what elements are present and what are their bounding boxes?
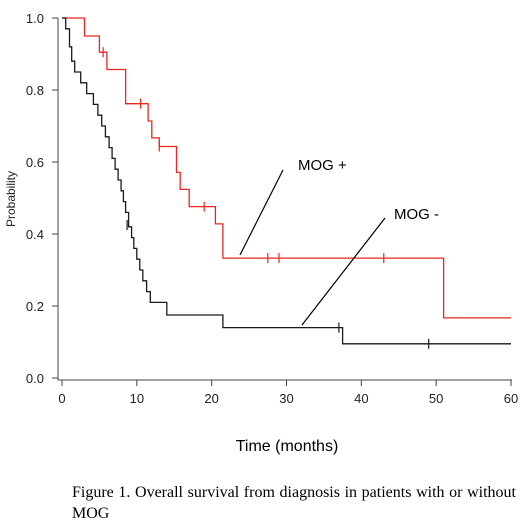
y-tick-label: 1.0	[26, 11, 44, 26]
x-tick-label: 40	[354, 391, 368, 406]
x-tick-label: 60	[504, 391, 518, 406]
y-ticks: 0.0 0.2 0.4 0.6 0.8 1.0	[26, 11, 58, 386]
survival-chart: 0.0 0.2 0.4 0.6 0.8 1.0 0 10 20 30 40 50 60 Probabi…	[4, 11, 518, 455]
mog-plus-survival-curve	[62, 17, 511, 319]
y-tick-label: 0.6	[26, 155, 44, 170]
mog-plus-label: MOG +	[298, 157, 347, 174]
x-tick-label: 20	[204, 391, 218, 406]
mog-plus-leader-line	[239, 169, 284, 256]
mog-minus-survival-curve	[62, 17, 511, 345]
y-tick-label: 0.8	[26, 83, 44, 98]
x-ticks: 0 10 20 30 40 50 60	[58, 380, 518, 406]
x-tick-label: 0	[58, 391, 65, 406]
y-axis-title: Probability	[4, 171, 18, 227]
x-tick-label: 50	[429, 391, 443, 406]
y-tick-label: 0.4	[26, 227, 44, 242]
x-tick-label: 10	[130, 391, 144, 406]
x-tick-label: 30	[279, 391, 293, 406]
mog-minus-leader-line	[301, 217, 386, 326]
mog-minus-label: MOG -	[394, 206, 439, 223]
y-tick-label: 0.0	[26, 371, 44, 386]
y-tick-label: 0.2	[26, 299, 44, 314]
series-layer	[62, 17, 511, 349]
figure-caption: Figure 1. Overall survival from diagnosi…	[72, 484, 516, 522]
x-axis-title: Time (months)	[236, 438, 339, 455]
